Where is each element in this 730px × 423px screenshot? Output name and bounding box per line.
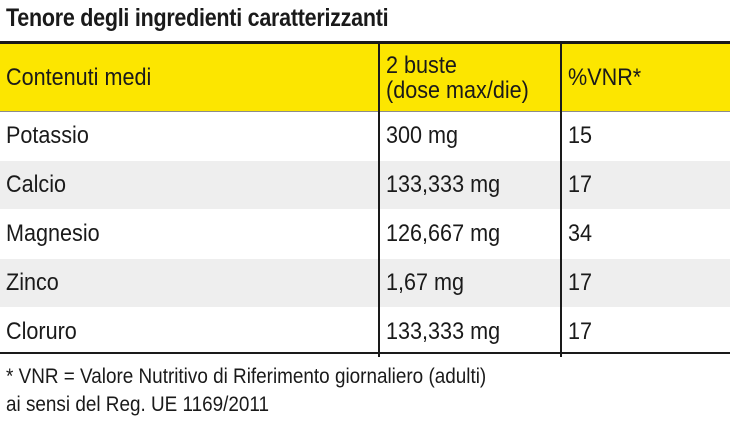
nutrient-vnr-cell: 34 (560, 209, 730, 259)
header-contenuti: Contenuti medi (0, 44, 379, 112)
nutrient-amount-cell: 1,67 mg (378, 258, 561, 308)
nutrient-vnr-cell: 15 (560, 111, 730, 161)
nutrient-name-cell: Potassio (0, 111, 379, 161)
nutrient-amount-cell: 300 mg (378, 111, 561, 161)
header-vnr: %VNR* (560, 44, 730, 112)
header-dose-line2: (dose max/die) (386, 76, 529, 104)
footnote-line-2: ai sensi del Reg. UE 1169/2011 (6, 393, 270, 416)
footnote: * VNR = Valore Nutritivo di Riferimento … (6, 363, 486, 419)
table-title: Tenore degli ingredienti caratterizzanti (6, 4, 389, 32)
nutrient-amount-cell: 133,333 mg (378, 160, 561, 210)
table-row: Zinco 1,67 mg 17 (0, 258, 730, 308)
table-row: Cloruro 133,333 mg 17 (0, 307, 730, 357)
bottom-rule (0, 352, 730, 354)
nutrient-name-cell: Calcio (0, 160, 379, 210)
nutrient-name-cell: Zinco (0, 258, 379, 308)
top-rule (0, 41, 730, 44)
nutrient-amount-cell: 133,333 mg (378, 307, 561, 357)
nutrient-name-cell: Magnesio (0, 209, 379, 259)
header-dose: 2 buste (dose max/die) (378, 44, 561, 112)
nutrition-table: Contenuti medi 2 buste (dose max/die) %V… (0, 44, 730, 357)
footnote-line-1: * VNR = Valore Nutritivo di Riferimento … (6, 365, 487, 388)
nutrient-vnr-cell: 17 (560, 307, 730, 357)
nutrient-vnr-cell: 17 (560, 160, 730, 210)
header-row: Contenuti medi 2 buste (dose max/die) %V… (0, 44, 730, 112)
table-row: Calcio 133,333 mg 17 (0, 160, 730, 210)
header-dose-line1: 2 buste (386, 51, 457, 79)
nutrient-amount-cell: 126,667 mg (378, 209, 561, 259)
nutrient-name-cell: Cloruro (0, 307, 379, 357)
table-row: Potassio 300 mg 15 (0, 111, 730, 161)
table-row: Magnesio 126,667 mg 34 (0, 209, 730, 259)
nutrient-vnr-cell: 17 (560, 258, 730, 308)
